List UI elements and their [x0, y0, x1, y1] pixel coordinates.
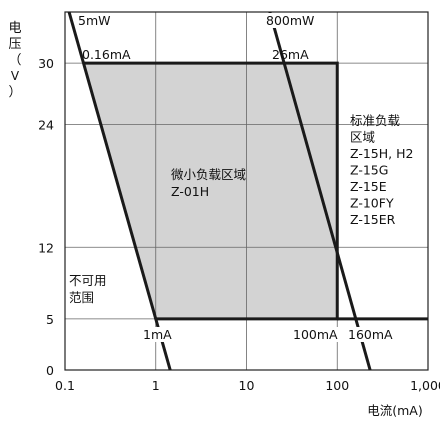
annotation-26ma: 26mA [272, 47, 309, 62]
line-layer [67, 11, 428, 371]
annotation-bg [76, 13, 113, 28]
y-tick-label: 0 [46, 363, 54, 378]
region-boundary-line [83, 61, 339, 321]
annotation-bg [264, 13, 317, 28]
annotation-standard-line: 区域 [350, 130, 375, 145]
annotation-micro-line: Z-01H [171, 184, 209, 199]
x-axis-label: 电流(mA) [367, 403, 422, 418]
annotation-standard-line: Z-15E [350, 179, 387, 194]
y-tick-label: 12 [38, 240, 54, 255]
annotation-standard-line: Z-15ER [350, 212, 396, 227]
x-tick-label: 10 [239, 378, 255, 393]
power-limit-line-800mw [268, 11, 372, 371]
annotation-standard-line: Z-15H, H2 [350, 146, 413, 161]
annotation-micro-line: 微小负载区域 [171, 167, 246, 182]
annotation-unusable-line: 不可用 [69, 273, 107, 288]
x-tick-label: 100 [325, 378, 349, 393]
annotation-016ma: 0.16mA [82, 47, 131, 62]
micro-load-region [83, 63, 338, 319]
tick-layer: 0.1 1 10 100 1,000 0 5 12 24 30 电流(mA) 电压（V ） [8, 21, 440, 418]
y-axis-label-char: V [11, 69, 20, 83]
y-tick-label: 5 [46, 312, 54, 327]
x-tick-label: 1 [152, 378, 160, 393]
y-tick-label: 24 [38, 118, 54, 133]
plot-frame [64, 11, 429, 371]
y-axis-label-char: ） [8, 85, 21, 100]
x-tick-label: 0.1 [55, 378, 75, 393]
annotation-160ma: 160mA [348, 327, 393, 342]
annotation-5mw: 5mW [78, 13, 111, 28]
grid-layer [64, 11, 429, 371]
annotation-bg [141, 327, 175, 342]
power-limit-line-5mw [67, 11, 172, 371]
annotation-800mw: 800mW [266, 13, 314, 28]
region-layer [83, 63, 338, 319]
annotation-bg [346, 327, 396, 342]
annotation-standard-line: Z-15G [350, 163, 388, 178]
annotation-100ma: 100mA [293, 327, 338, 342]
y-axis-label-char: （ [8, 53, 21, 68]
x-tick-label: 1,000 [410, 378, 440, 393]
annotation-1ma: 1mA [143, 327, 172, 342]
y-tick-label: 30 [38, 56, 54, 71]
annotation-unusable-line: 范围 [69, 290, 94, 305]
y-axis-label-char: 电 [8, 21, 21, 36]
y-axis-label-char: 压 [8, 37, 21, 52]
annotation-standard-line: Z-10FY [350, 196, 394, 211]
annotation-bg [291, 327, 341, 342]
annotation-standard-line: 标准负载 [350, 113, 401, 128]
